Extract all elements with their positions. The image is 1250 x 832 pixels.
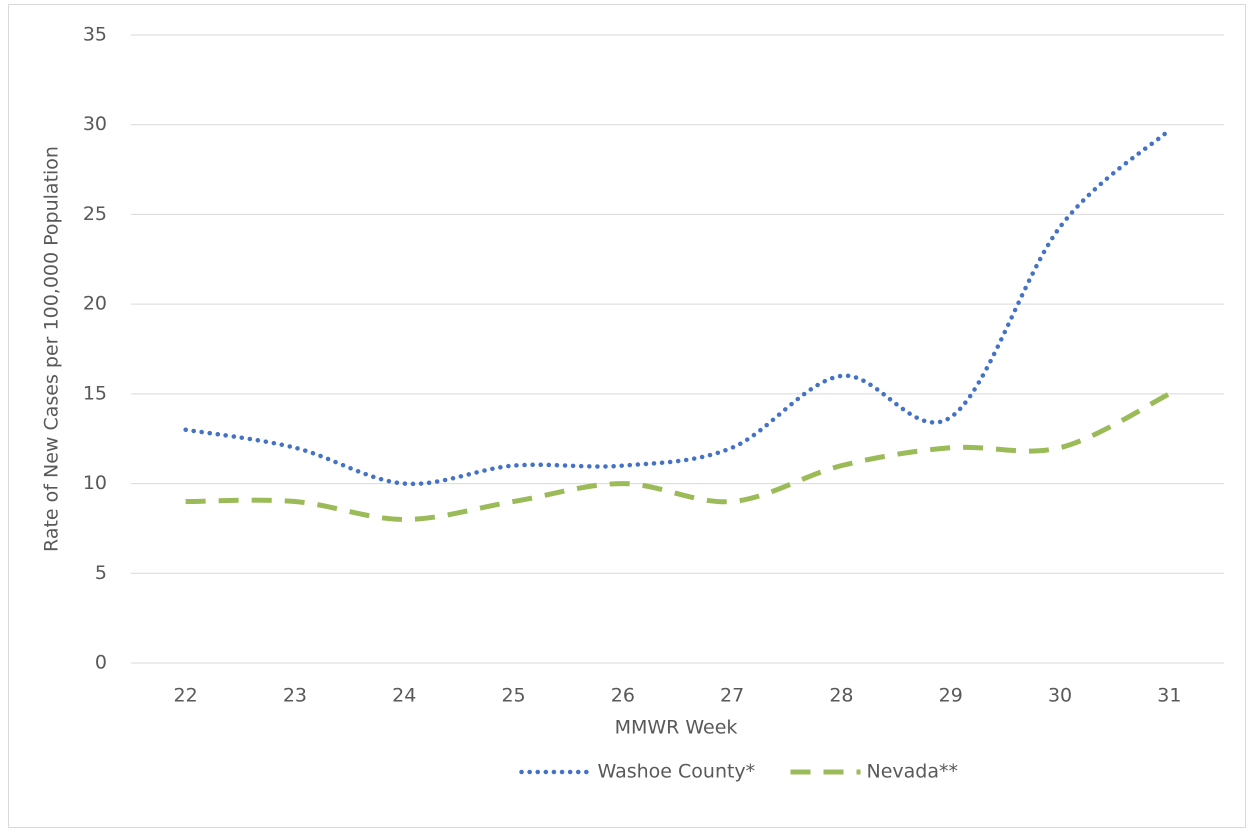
- x-tick-label: 25: [501, 685, 525, 707]
- x-tick-label: 30: [1048, 685, 1072, 707]
- legend-label: Nevada**: [867, 761, 959, 783]
- x-tick-label: 29: [939, 685, 963, 707]
- y-tick-label: 0: [95, 652, 107, 674]
- x-tick-label: 31: [1157, 685, 1181, 707]
- y-tick-label: 30: [83, 113, 107, 135]
- x-tick-label: 23: [283, 685, 307, 707]
- y-tick-label: 5: [95, 562, 107, 584]
- x-axis-title: MMWR Week: [615, 717, 738, 739]
- data-line: [183, 127, 1172, 487]
- x-tick-label: 28: [829, 685, 853, 707]
- x-tick-label: 27: [720, 685, 744, 707]
- y-tick-label: 25: [83, 203, 107, 225]
- x-tick-label: 26: [611, 685, 635, 707]
- y-axis-title: Rate of New Cases per 100,000 Population: [41, 146, 63, 552]
- y-tick-label: 15: [83, 382, 107, 404]
- x-tick-label: 22: [174, 685, 198, 707]
- y-tick-label: 35: [83, 24, 107, 46]
- chart-border: [8, 4, 1246, 828]
- y-tick-label: 20: [83, 293, 107, 315]
- legend-label: Washoe County*: [598, 761, 756, 783]
- x-tick-label: 24: [392, 685, 416, 707]
- y-tick-label: 10: [83, 472, 107, 494]
- data-line: [185, 391, 1171, 522]
